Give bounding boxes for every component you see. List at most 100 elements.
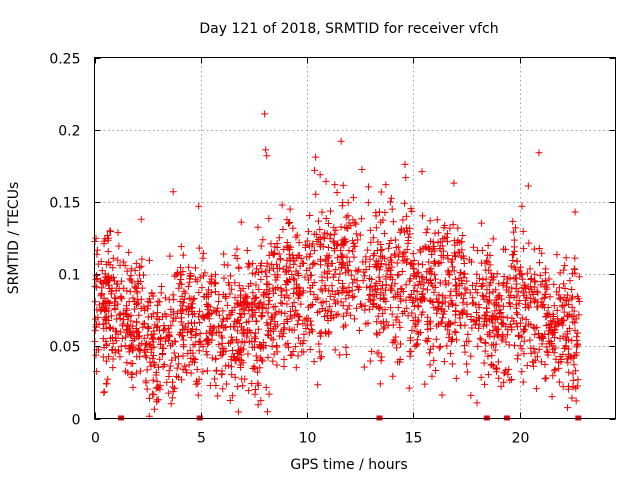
data-point bbox=[531, 348, 539, 356]
data-point bbox=[535, 245, 543, 253]
data-point bbox=[168, 394, 176, 402]
data-point bbox=[322, 214, 330, 222]
data-point bbox=[473, 279, 481, 287]
data-point bbox=[365, 183, 373, 191]
y-tick-label: 0.25 bbox=[49, 52, 80, 68]
data-point bbox=[435, 344, 443, 352]
data-point bbox=[408, 326, 416, 334]
data-point bbox=[185, 294, 193, 302]
data-point bbox=[565, 300, 573, 308]
data-point bbox=[515, 267, 523, 275]
data-point bbox=[410, 256, 418, 264]
data-point bbox=[459, 310, 467, 318]
data-point bbox=[524, 182, 532, 190]
data-point bbox=[411, 342, 419, 350]
data-point bbox=[195, 202, 203, 210]
data-point bbox=[290, 275, 298, 283]
data-point bbox=[106, 299, 114, 307]
data-point bbox=[236, 320, 244, 328]
data-point bbox=[177, 310, 185, 318]
data-point bbox=[169, 291, 177, 299]
data-point bbox=[223, 301, 231, 309]
data-point bbox=[372, 257, 380, 265]
data-point bbox=[344, 266, 352, 274]
data-point bbox=[342, 343, 350, 351]
data-point bbox=[315, 340, 323, 348]
data-point bbox=[349, 194, 357, 202]
data-point bbox=[540, 303, 548, 311]
data-point bbox=[452, 275, 460, 283]
data-point bbox=[272, 276, 280, 284]
data-point bbox=[430, 356, 438, 364]
data-point bbox=[100, 306, 108, 314]
data-point bbox=[160, 361, 168, 369]
data-point bbox=[311, 260, 319, 268]
data-point bbox=[343, 224, 351, 232]
data-point bbox=[150, 359, 158, 367]
data-point bbox=[149, 310, 157, 318]
data-point bbox=[214, 392, 222, 400]
data-point bbox=[231, 303, 239, 311]
data-point bbox=[410, 265, 418, 273]
data-point bbox=[101, 273, 109, 281]
data-point bbox=[286, 307, 294, 315]
data-point bbox=[337, 252, 345, 260]
data-point bbox=[123, 327, 131, 335]
data-point bbox=[300, 348, 308, 356]
data-point bbox=[273, 361, 281, 369]
data-point bbox=[353, 304, 361, 312]
data-point bbox=[125, 345, 133, 353]
data-point bbox=[441, 222, 449, 230]
data-point bbox=[546, 339, 554, 347]
data-point bbox=[138, 284, 146, 292]
data-point bbox=[351, 315, 359, 323]
data-point bbox=[207, 272, 215, 280]
data-point bbox=[331, 300, 339, 308]
data-point bbox=[502, 322, 510, 330]
data-point bbox=[322, 285, 330, 293]
x-tick-labels: 0 5 10 15 20 bbox=[91, 431, 529, 447]
data-point bbox=[212, 382, 220, 390]
data-point bbox=[192, 330, 200, 338]
data-point bbox=[114, 347, 122, 355]
data-point bbox=[238, 375, 246, 383]
data-point bbox=[399, 309, 407, 317]
data-point bbox=[551, 333, 559, 341]
data-point bbox=[419, 294, 427, 302]
data-point bbox=[492, 302, 500, 310]
data-point bbox=[550, 326, 558, 334]
data-point bbox=[166, 252, 174, 260]
data-point bbox=[245, 303, 253, 311]
data-point bbox=[117, 342, 125, 350]
data-point bbox=[288, 326, 296, 334]
data-point bbox=[157, 335, 165, 343]
data-point bbox=[491, 307, 499, 315]
data-point bbox=[284, 318, 292, 326]
data-point bbox=[531, 356, 539, 364]
data-point bbox=[196, 319, 204, 327]
data-point bbox=[413, 288, 421, 296]
data-point bbox=[142, 353, 150, 361]
data-point bbox=[106, 261, 114, 269]
data-point bbox=[537, 281, 545, 289]
data-point bbox=[354, 285, 362, 293]
data-point bbox=[444, 267, 452, 275]
data-point bbox=[382, 297, 390, 305]
data-point bbox=[378, 245, 386, 253]
data-point bbox=[117, 292, 125, 300]
data-point bbox=[301, 241, 309, 249]
data-point bbox=[472, 286, 480, 294]
data-point bbox=[196, 337, 204, 345]
data-point bbox=[431, 271, 439, 279]
data-point bbox=[256, 343, 264, 351]
data-point bbox=[522, 316, 530, 324]
data-point bbox=[132, 318, 140, 326]
data-point bbox=[405, 293, 413, 301]
data-point bbox=[373, 318, 381, 326]
data-point bbox=[349, 293, 357, 301]
data-point bbox=[422, 229, 430, 237]
data-point bbox=[436, 279, 444, 287]
data-point bbox=[206, 327, 214, 335]
data-point bbox=[185, 263, 193, 271]
data-point bbox=[269, 327, 277, 335]
